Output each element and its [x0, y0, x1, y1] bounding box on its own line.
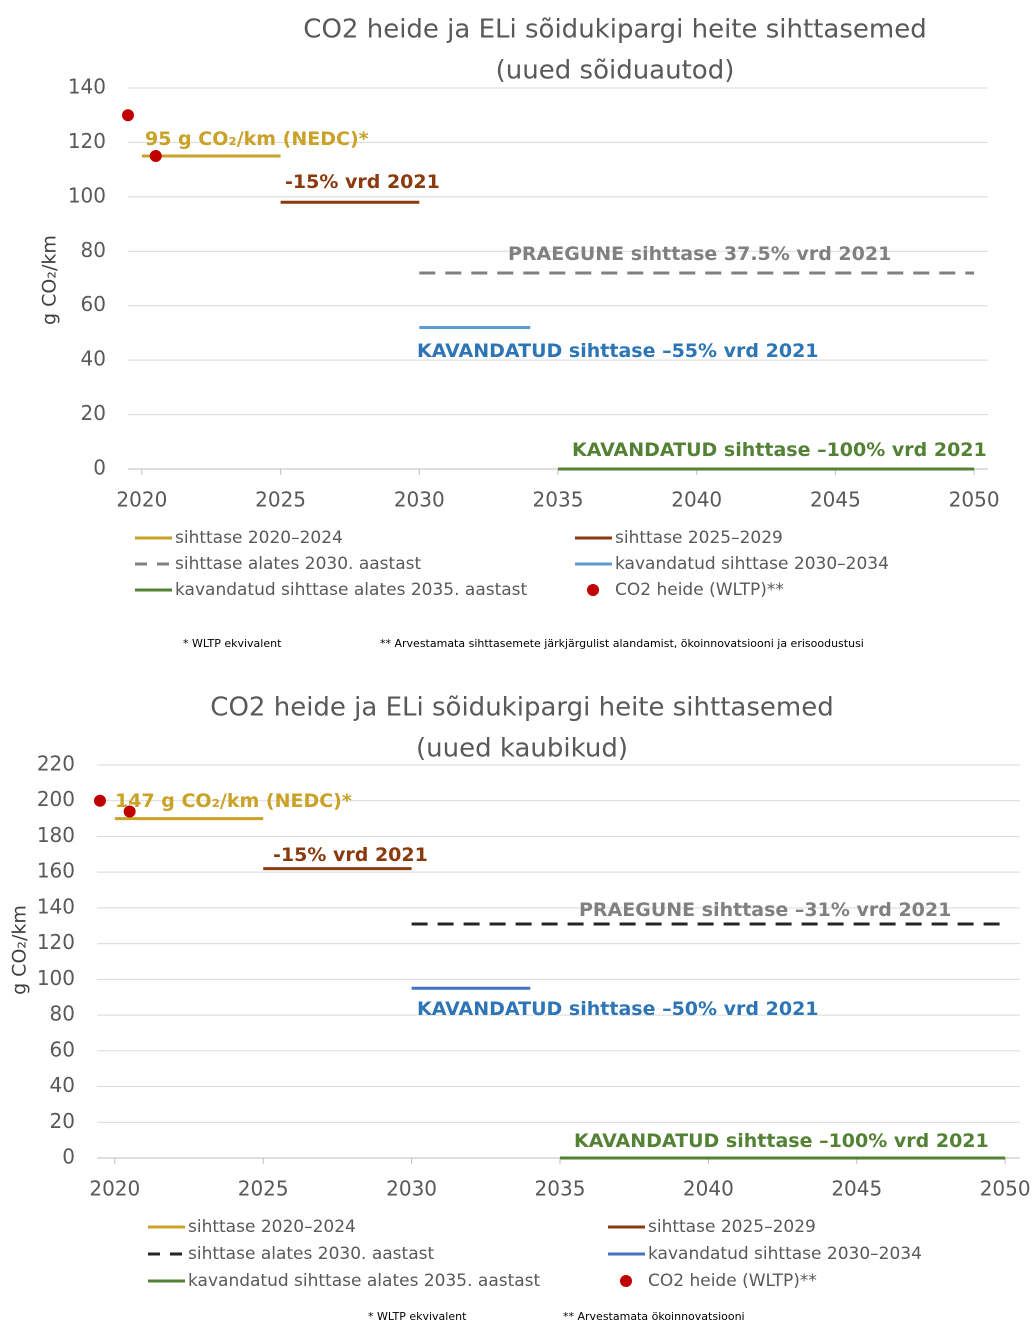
y-tick-label: 100	[68, 183, 106, 207]
y-tick-label: 60	[81, 292, 106, 316]
legend-label: sihttase 2020–2024	[175, 528, 343, 548]
legend-label: CO2 heide (WLTP)**	[615, 580, 784, 600]
y-tick-label: 80	[50, 1002, 75, 1026]
x-tick-label: 2020	[116, 488, 167, 512]
y-tick-label: 120	[68, 129, 106, 153]
y-tick-label: 100	[37, 966, 75, 990]
annotation: 95 g CO₂/km (NEDC)*	[145, 128, 369, 150]
y-tick-label: 140	[37, 894, 75, 918]
y-tick-label: 0	[93, 456, 106, 480]
legend-marker	[587, 584, 599, 596]
annotation: KAVANDATUD sihttase –100% vrd 2021	[574, 1130, 989, 1152]
footnote: ** Arvestamata ökoinnovatsiooni	[563, 1310, 745, 1323]
y-tick-label: 120	[37, 930, 75, 954]
y-tick-label: 0	[62, 1145, 75, 1169]
x-tick-label: 2040	[671, 488, 722, 512]
chart-title: CO2 heide ja ELi sõidukipargi heite siht…	[303, 15, 926, 45]
legend-label: sihttase alates 2030. aastast	[188, 1244, 434, 1264]
data-point	[123, 805, 136, 818]
y-tick-label: 180	[37, 823, 75, 847]
annotation: PRAEGUNE sihttase 37.5% vrd 2021	[508, 243, 891, 265]
legend-label: CO2 heide (WLTP)**	[648, 1271, 817, 1291]
x-tick-label: 2020	[89, 1177, 140, 1201]
legend-label: kavandatud sihttase 2030–2034	[615, 554, 889, 574]
y-tick-label: 140	[68, 75, 106, 99]
y-tick-label: 40	[81, 347, 106, 371]
legend-label: sihttase 2025–2029	[615, 528, 783, 548]
y-tick-label: 200	[37, 787, 75, 811]
x-tick-label: 2035	[533, 488, 584, 512]
y-tick-label: 20	[50, 1109, 75, 1133]
x-tick-label: 2045	[810, 488, 861, 512]
y-axis-label: g CO₂/km	[39, 235, 61, 325]
legend-marker	[620, 1275, 632, 1287]
y-axis-label: g CO₂/km	[9, 905, 31, 995]
x-tick-label: 2050	[949, 488, 1000, 512]
annotation: KAVANDATUD sihttase –100% vrd 2021	[572, 439, 987, 461]
legend-label: sihttase 2020–2024	[188, 1217, 356, 1237]
x-tick-label: 2030	[394, 488, 445, 512]
footnote: ** Arvestamata sihttasemete järkjärgulis…	[380, 637, 864, 650]
chart-subtitle: (uued kaubikud)	[416, 734, 628, 764]
footnote: * WLTP ekvivalent	[183, 637, 282, 650]
x-tick-label: 2040	[683, 1177, 734, 1201]
legend-label: kavandatud sihttase alates 2035. aastast	[188, 1271, 541, 1291]
legend-label: sihttase 2025–2029	[648, 1217, 816, 1237]
legend-label: kavandatud sihttase alates 2035. aastast	[175, 580, 528, 600]
chart-subtitle: (uued sõiduautod)	[496, 56, 735, 86]
legend-label: sihttase alates 2030. aastast	[175, 554, 421, 574]
data-point	[149, 150, 162, 163]
x-tick-label: 2045	[831, 1177, 882, 1201]
annotation: KAVANDATUD sihttase –50% vrd 2021	[417, 998, 819, 1020]
annotation: -15% vrd 2021	[285, 171, 440, 193]
y-tick-label: 160	[37, 859, 75, 883]
chart-title: CO2 heide ja ELi sõidukipargi heite siht…	[210, 693, 833, 723]
y-tick-label: 20	[81, 401, 106, 425]
legend-label: kavandatud sihttase 2030–2034	[648, 1244, 922, 1264]
annotation: -15% vrd 2021	[273, 844, 428, 866]
y-tick-label: 40	[50, 1073, 75, 1097]
y-tick-label: 220	[37, 752, 75, 776]
x-tick-label: 2035	[535, 1177, 586, 1201]
y-tick-label: 80	[81, 238, 106, 262]
footnote: * WLTP ekvivalent	[368, 1310, 467, 1323]
data-point	[122, 109, 134, 122]
y-tick-label: 60	[50, 1037, 75, 1061]
annotation: PRAEGUNE sihttase –31% vrd 2021	[579, 899, 951, 921]
annotation: KAVANDATUD sihttase –55% vrd 2021	[417, 340, 819, 362]
annotation: 147 g CO₂/km (NEDC)*	[115, 790, 352, 812]
data-point	[93, 794, 106, 807]
x-tick-label: 2025	[238, 1177, 289, 1201]
x-tick-label: 2025	[255, 488, 306, 512]
x-tick-label: 2030	[386, 1177, 437, 1201]
x-tick-label: 2050	[980, 1177, 1031, 1201]
